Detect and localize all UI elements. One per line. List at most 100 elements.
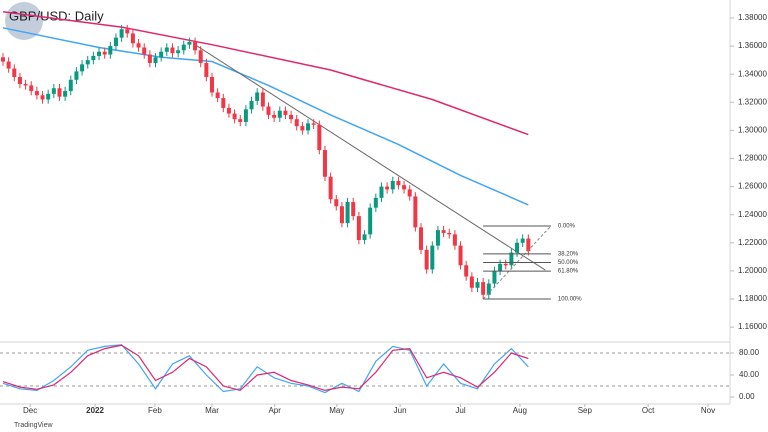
- candle-body: [102, 51, 107, 55]
- candle-body: [74, 71, 79, 80]
- candle-body: [486, 283, 491, 295]
- y-tick-label: 1.18000: [738, 294, 767, 303]
- candle-body: [0, 57, 5, 62]
- candle-body: [249, 100, 254, 110]
- y-tick-label: 1.26000: [738, 182, 767, 191]
- candle-body: [520, 238, 525, 243]
- candle-body: [328, 176, 333, 200]
- y-tick-label: 1.32000: [738, 97, 767, 106]
- candle-body: [402, 185, 407, 190]
- trend-line: [194, 44, 546, 271]
- candle-body: [272, 114, 277, 118]
- candle-body: [300, 126, 305, 131]
- candle-body: [458, 245, 463, 266]
- candle-body: [379, 186, 384, 198]
- candle-body: [339, 206, 344, 224]
- y-tick-label: 1.20000: [738, 266, 767, 275]
- candle-body: [136, 43, 141, 48]
- candle-body: [215, 92, 220, 99]
- fib-diagonal: [482, 225, 552, 300]
- candle-body: [46, 93, 51, 100]
- candle-body: [509, 252, 514, 266]
- y-tick-label: 1.36000: [738, 41, 767, 50]
- candle-body: [385, 186, 390, 190]
- candle-body: [113, 37, 118, 47]
- candle-body: [164, 47, 169, 52]
- candle-body: [34, 91, 39, 96]
- candle-body: [142, 47, 147, 55]
- candle-body: [238, 119, 243, 122]
- x-tick-label: Oct: [642, 406, 655, 415]
- candle-body: [317, 124, 322, 151]
- candle-body: [85, 60, 90, 65]
- y-tick-label: 80.00: [739, 348, 760, 357]
- candle-body: [12, 68, 17, 77]
- candle-body: [170, 47, 175, 54]
- moving-average: [2, 10, 529, 136]
- candle-body: [40, 95, 45, 100]
- x-tick-label: 2022: [86, 406, 104, 415]
- candle-body: [255, 92, 260, 101]
- candle-body: [430, 245, 435, 270]
- fib-label: 0.00%: [558, 224, 576, 230]
- candle-body: [51, 88, 56, 94]
- candle-body: [526, 238, 531, 252]
- candle-body: [492, 270, 497, 284]
- chart-title: GBP/USD: Daily: [9, 8, 104, 23]
- candle-body: [356, 216, 361, 240]
- x-tick-label: Sep: [578, 406, 593, 415]
- candle-body: [322, 150, 327, 177]
- candle-body: [373, 197, 378, 208]
- candle-body: [266, 106, 271, 115]
- y-tick-label: 40.00: [739, 370, 760, 379]
- candle-body: [108, 46, 113, 55]
- candle-body: [503, 263, 508, 266]
- candle-body: [481, 282, 486, 295]
- candle-body: [260, 92, 265, 107]
- candle-body: [452, 234, 457, 246]
- footer: TradingView: [14, 422, 53, 429]
- candle-body: [159, 51, 164, 58]
- candle-body: [210, 76, 215, 93]
- candle-body: [464, 265, 469, 277]
- candle-body: [147, 54, 152, 63]
- candle-body: [204, 62, 209, 77]
- candle-body: [351, 202, 356, 217]
- candle-body: [277, 110, 282, 118]
- candle-body: [130, 33, 135, 44]
- candle-body: [294, 119, 299, 127]
- candle-body: [29, 85, 34, 92]
- x-tick-label: Mar: [205, 406, 219, 415]
- candle-body: [68, 79, 73, 92]
- candle-body: [232, 113, 237, 120]
- y-tick-label: 1.24000: [738, 210, 767, 219]
- candle-body: [396, 180, 401, 186]
- x-tick-label: Apr: [268, 406, 281, 415]
- x-tick-label: May: [329, 406, 344, 415]
- candle-body: [345, 202, 350, 224]
- fib-label: 100.00%: [558, 297, 582, 303]
- x-tick-label: Jul: [455, 406, 465, 415]
- x-tick-label: Aug: [513, 406, 527, 415]
- candle-body: [221, 98, 226, 108]
- candle-body: [413, 196, 418, 228]
- y-tick-label: 0.00: [739, 392, 755, 401]
- y-tick-label: 1.28000: [738, 154, 767, 163]
- candle-body: [334, 199, 339, 207]
- candle-body: [80, 64, 85, 72]
- candle-body: [97, 51, 102, 56]
- y-tick-label: 1.30000: [738, 126, 767, 135]
- candle-body: [419, 227, 424, 250]
- candle-body: [119, 29, 124, 38]
- candle-body: [447, 232, 452, 235]
- candle-body: [390, 180, 395, 190]
- candle-body: [125, 29, 130, 34]
- candle-body: [198, 50, 203, 63]
- candle-body: [57, 88, 62, 97]
- candle-body: [193, 41, 198, 51]
- fib-label: 38.20%: [558, 251, 579, 257]
- candle-body: [424, 249, 429, 270]
- fib-label: 61.80%: [558, 269, 579, 275]
- candle-body: [176, 50, 181, 54]
